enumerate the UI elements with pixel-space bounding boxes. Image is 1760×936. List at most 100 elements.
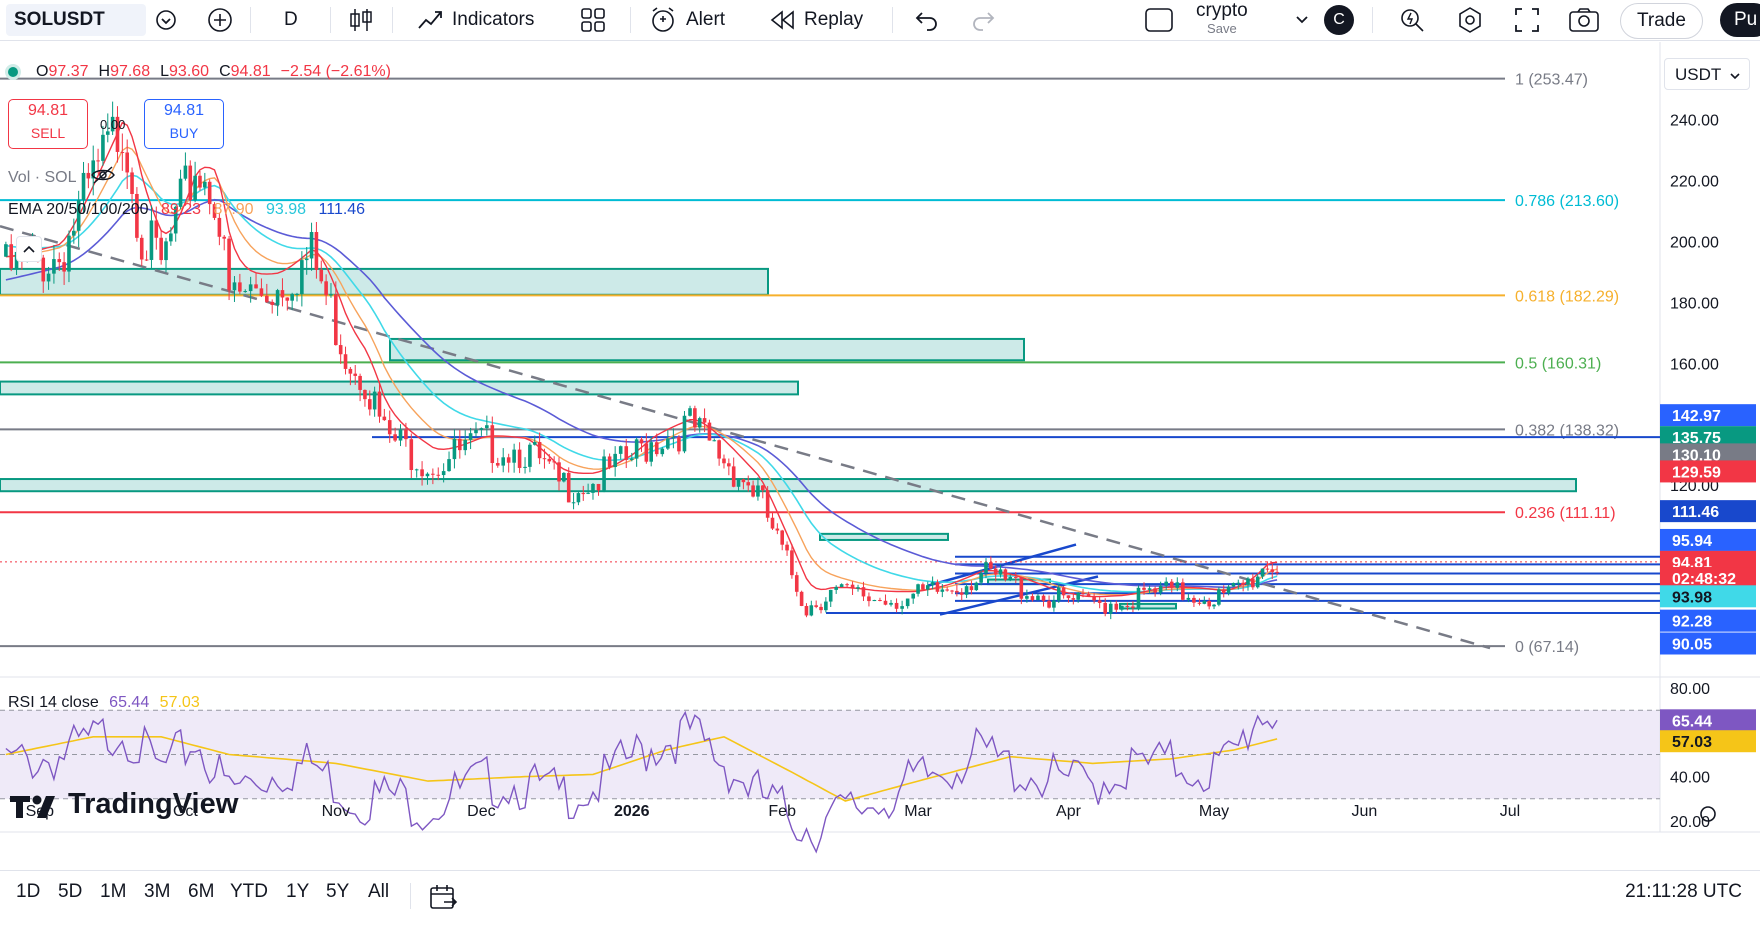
alert-button[interactable]: Alert — [648, 0, 725, 40]
candle-body — [586, 492, 590, 494]
symbol-name: SOLUSDT — [14, 9, 105, 30]
ohlc-legend: O 97.37 H 97.68 L 93.60 C 94.81 −2.54 (−2.61… — [8, 63, 391, 81]
range-all-button[interactable]: All — [368, 881, 389, 903]
candle-body — [9, 244, 14, 269]
candle-body — [4, 244, 8, 257]
trade-button[interactable]: Trade — [1620, 3, 1703, 39]
range-1m-button[interactable]: 1M — [100, 881, 126, 903]
goto-date-calendar-icon[interactable] — [428, 883, 458, 917]
candle-body — [1158, 585, 1163, 593]
candle-body — [248, 284, 253, 292]
candle-body — [945, 589, 949, 591]
candle-body — [1192, 597, 1196, 603]
candle-body — [154, 220, 159, 238]
candle-body — [727, 463, 731, 467]
candle-body — [751, 485, 755, 497]
candle-body — [905, 598, 910, 607]
candle-body — [537, 442, 542, 459]
range-5y-button[interactable]: 5Y — [326, 881, 349, 903]
layouts-grid-icon[interactable] — [580, 0, 606, 40]
candle-body — [319, 269, 324, 282]
candle-body — [125, 152, 129, 173]
volume-legend: Vol · SOL — [8, 165, 116, 190]
rsi-scale-tick: 20.00 — [1670, 814, 1710, 831]
range-5d-button[interactable]: 5D — [58, 881, 82, 903]
candle-body — [959, 592, 964, 595]
price-badge — [1660, 585, 1756, 608]
candle-body — [290, 294, 294, 301]
candle-body — [1008, 576, 1013, 580]
candle-body — [169, 233, 173, 242]
range-ytd-button[interactable]: YTD — [230, 881, 268, 903]
chart-canvas[interactable]: 1 (253.47) 0.786 (213.60) 0.618 (182.29) 0.… — [0, 42, 1760, 869]
settings-gear-icon[interactable] — [1456, 0, 1484, 40]
candle-body — [624, 446, 629, 460]
ema-legend: EMA 20/50/100/200 89.23 87.90 93.98 111.… — [8, 201, 365, 219]
candle-body — [547, 458, 552, 462]
interval-button[interactable]: D — [284, 0, 298, 40]
range-3m-button[interactable]: 3M — [144, 881, 170, 903]
eye-hidden-icon[interactable] — [90, 165, 116, 190]
quick-search-icon[interactable] — [1398, 0, 1426, 40]
redo-icon[interactable] — [970, 0, 996, 40]
candle-body — [144, 259, 149, 261]
indicators-button[interactable]: Indicators — [416, 0, 534, 40]
buy-button[interactable]: 94.81 BUY — [144, 99, 224, 149]
price-badge — [1660, 443, 1756, 466]
layout-name-button[interactable]: crypto Save — [1196, 0, 1248, 40]
candle-body — [363, 389, 367, 400]
range-1y-button[interactable]: 1Y — [286, 881, 309, 903]
candle-body — [285, 297, 290, 301]
fullscreen-icon[interactable] — [1514, 0, 1540, 40]
candle-body — [86, 172, 91, 179]
close-label: C — [219, 63, 231, 80]
candle-body — [1056, 587, 1061, 601]
candle-body — [1081, 592, 1085, 595]
candle-body — [441, 471, 446, 476]
currency-select[interactable]: USDT — [1664, 58, 1750, 90]
undo-icon[interactable] — [914, 0, 940, 40]
separator — [1372, 7, 1373, 33]
candle-body — [618, 446, 623, 454]
candle-body — [76, 199, 81, 231]
candle-body — [72, 230, 76, 236]
sell-button[interactable]: 94.81 SELL — [8, 99, 88, 149]
collapse-legend-button[interactable] — [16, 236, 42, 262]
replay-button[interactable]: Replay — [768, 0, 863, 40]
layout-square-icon[interactable] — [1144, 0, 1174, 40]
avatar[interactable]: C — [1324, 5, 1354, 35]
candles-chart-type-icon[interactable] — [348, 0, 374, 40]
time-axis-label: Mar — [904, 803, 932, 820]
candle-body — [358, 375, 362, 390]
ema-200-line — [5, 198, 1278, 589]
price-badge-label: 135.75 — [1672, 430, 1721, 447]
publish-button[interactable]: Pu — [1720, 3, 1760, 37]
chevron-down-icon[interactable] — [1294, 0, 1310, 40]
candle-body — [1181, 582, 1185, 600]
candle-body — [387, 420, 392, 435]
candle-body — [861, 587, 866, 597]
candle-body — [115, 116, 120, 152]
ema20-value: 89.23 — [161, 201, 202, 218]
chevron-down-icon — [1730, 73, 1740, 80]
candle-body — [334, 294, 338, 346]
add-symbol-icon[interactable] — [206, 0, 234, 40]
open-value: 97.37 — [48, 63, 89, 80]
candle-body — [1164, 581, 1169, 586]
candle-body — [900, 606, 904, 609]
candle-body — [1061, 587, 1066, 596]
price-scale-tick: 160.00 — [1670, 356, 1719, 373]
timezone-clock[interactable]: 21:11:28 UTC — [1625, 881, 1742, 903]
candle-body — [1030, 596, 1035, 601]
separator — [392, 7, 393, 33]
range-6m-button[interactable]: 6M — [188, 881, 214, 903]
candle-body — [756, 485, 760, 497]
channel-upper-line — [927, 543, 1077, 587]
range-1d-button[interactable]: 1D — [16, 881, 40, 903]
compare-symbols-icon[interactable] — [154, 0, 178, 40]
candle-body — [677, 437, 681, 452]
candle-body — [41, 257, 46, 282]
camera-snapshot-icon[interactable] — [1568, 0, 1600, 40]
time-axis-label: 2026 — [614, 803, 650, 820]
symbol-search-button[interactable]: SOLUSDT — [6, 4, 146, 36]
